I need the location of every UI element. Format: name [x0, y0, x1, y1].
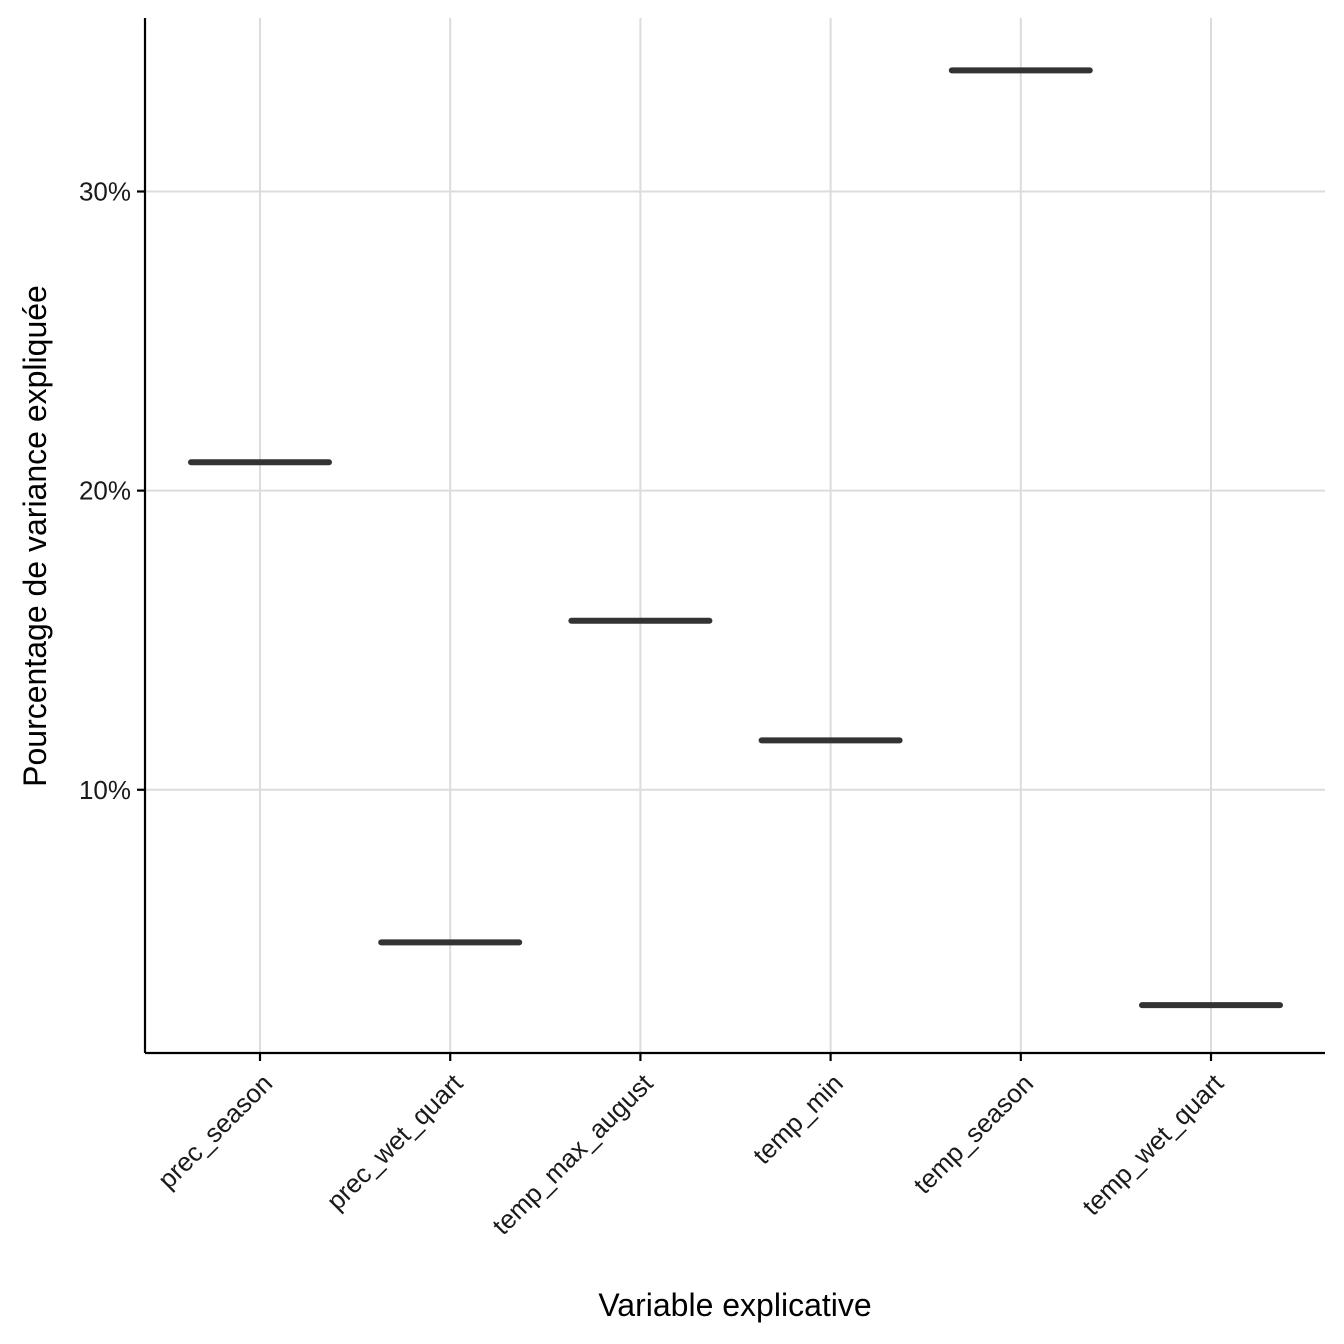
x-tick-label: temp_season	[907, 1068, 1039, 1200]
y-tick-label: 10%	[79, 775, 131, 805]
data-marks	[188, 67, 1283, 1009]
x-tick-label: prec_wet_quart	[320, 1067, 468, 1215]
x-axis-ticks: prec_season prec_wet_quart temp_max_august…	[152, 1053, 1230, 1240]
grid	[145, 18, 1325, 1053]
y-axis-ticks: 10% 20% 30%	[79, 176, 145, 805]
y-tick-label: 30%	[79, 176, 131, 206]
x-tick-label: temp_min	[747, 1068, 849, 1170]
x-axis-title: Variable explicative	[598, 1287, 871, 1323]
x-tick-label: prec_season	[152, 1068, 278, 1194]
y-tick-label: 20%	[79, 476, 131, 506]
x-tick-label: temp_wet_quart	[1076, 1067, 1230, 1221]
x-tick-label: temp_max_august	[486, 1067, 659, 1240]
axes	[143, 18, 1325, 1055]
y-axis-title: Pourcentage de variance expliquée	[17, 285, 53, 787]
